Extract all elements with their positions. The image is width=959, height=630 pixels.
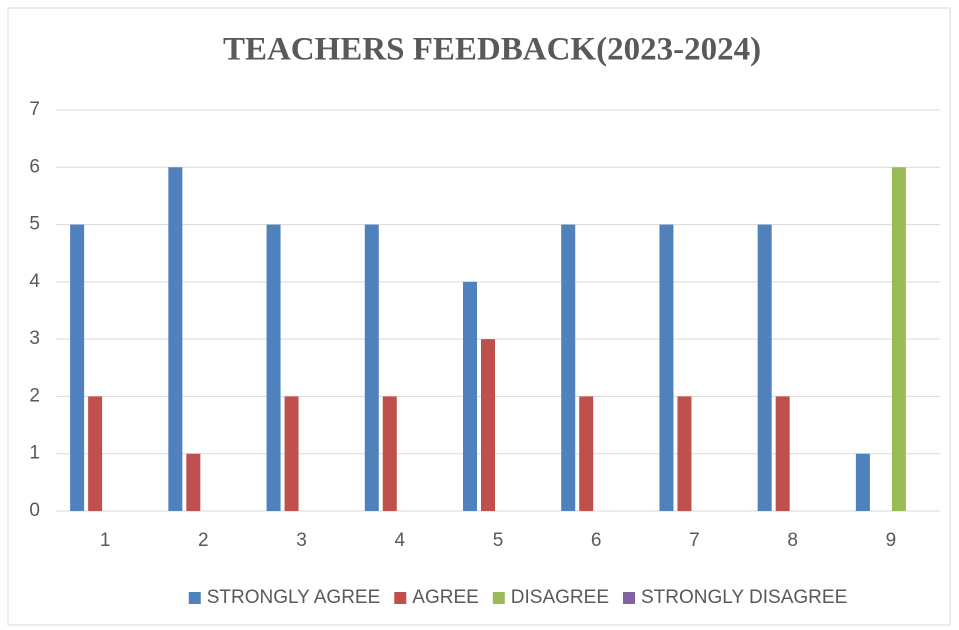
x-tick-label: 2 — [198, 530, 209, 551]
y-tick-label: 0 — [29, 500, 40, 521]
x-tick-label: 7 — [689, 530, 700, 551]
x-tick-label: 8 — [787, 530, 798, 551]
x-tick-label: 4 — [394, 530, 405, 551]
y-tick-label: 2 — [29, 385, 40, 406]
chart-border — [7, 7, 951, 626]
legend-label: STRONGLY DISAGREE — [641, 587, 847, 608]
legend-label: AGREE — [412, 587, 479, 608]
bar — [891, 167, 906, 512]
x-tick-label: 5 — [493, 530, 504, 551]
bar — [88, 396, 103, 511]
x-tick-label: 9 — [886, 530, 897, 551]
y-tick-label: 4 — [29, 271, 40, 292]
legend-swatch — [394, 592, 407, 604]
bar — [186, 453, 201, 511]
chart-title: TEACHERS FEEDBACK(2023-2024) — [223, 32, 761, 68]
y-tick-label: 1 — [29, 443, 40, 464]
legend-label: DISAGREE — [511, 587, 609, 608]
bar — [677, 396, 692, 511]
bar — [364, 224, 379, 512]
bar — [659, 224, 674, 512]
legend-swatch — [492, 592, 505, 604]
y-tick-label: 6 — [29, 156, 40, 177]
bar — [463, 281, 477, 511]
bar — [757, 224, 772, 512]
legend-label: STRONGLY AGREE — [207, 587, 381, 608]
x-tick-label: 6 — [591, 530, 602, 551]
legend-swatch — [623, 592, 635, 604]
y-tick-label: 3 — [29, 328, 40, 349]
y-tick-label: 5 — [29, 214, 40, 235]
bar — [775, 396, 790, 511]
bar — [266, 224, 281, 512]
bar — [284, 396, 299, 511]
bar — [855, 453, 870, 511]
y-tick-label: 7 — [29, 99, 40, 120]
x-tick-label: 1 — [100, 530, 111, 551]
bar — [70, 224, 85, 512]
bar — [382, 396, 397, 511]
bar — [561, 224, 576, 512]
bar — [168, 167, 183, 512]
bar — [579, 396, 594, 511]
bar — [481, 339, 495, 511]
legend-swatch — [188, 592, 201, 604]
x-tick-label: 3 — [296, 530, 307, 551]
